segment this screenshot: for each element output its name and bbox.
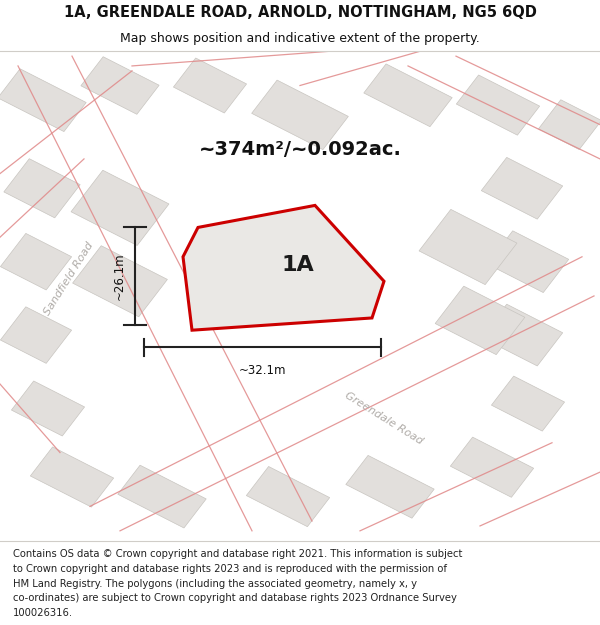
Polygon shape	[481, 304, 563, 366]
Polygon shape	[419, 209, 517, 284]
Polygon shape	[11, 381, 85, 436]
Polygon shape	[1, 233, 71, 290]
Text: to Crown copyright and database rights 2023 and is reproduced with the permissio: to Crown copyright and database rights 2…	[13, 564, 447, 574]
Text: ~32.1m: ~32.1m	[239, 364, 286, 378]
Polygon shape	[487, 231, 569, 292]
Polygon shape	[451, 437, 533, 498]
Text: Map shows position and indicative extent of the property.: Map shows position and indicative extent…	[120, 32, 480, 45]
Text: Sandfield Road: Sandfield Road	[43, 241, 95, 317]
Polygon shape	[4, 159, 80, 218]
Polygon shape	[81, 57, 159, 114]
Polygon shape	[539, 100, 600, 149]
Polygon shape	[73, 246, 167, 317]
Text: Contains OS data © Crown copyright and database right 2021. This information is : Contains OS data © Crown copyright and d…	[13, 549, 463, 559]
Polygon shape	[346, 456, 434, 518]
Text: 1A, GREENDALE ROAD, ARNOLD, NOTTINGHAM, NG5 6QD: 1A, GREENDALE ROAD, ARNOLD, NOTTINGHAM, …	[64, 5, 536, 20]
Polygon shape	[481, 158, 563, 219]
Polygon shape	[1, 307, 71, 363]
Text: co-ordinates) are subject to Crown copyright and database rights 2023 Ordnance S: co-ordinates) are subject to Crown copyr…	[13, 593, 457, 603]
Text: Greendale Road: Greendale Road	[343, 390, 425, 446]
Polygon shape	[31, 447, 113, 507]
Polygon shape	[457, 75, 539, 135]
Polygon shape	[364, 64, 452, 127]
Polygon shape	[173, 58, 247, 113]
Polygon shape	[183, 206, 384, 330]
Polygon shape	[71, 170, 169, 246]
Polygon shape	[247, 466, 329, 527]
Text: HM Land Registry. The polygons (including the associated geometry, namely x, y: HM Land Registry. The polygons (includin…	[13, 579, 417, 589]
Polygon shape	[251, 80, 349, 149]
Polygon shape	[435, 286, 525, 354]
Text: ~26.1m: ~26.1m	[113, 253, 126, 300]
Text: 100026316.: 100026316.	[13, 608, 73, 618]
Polygon shape	[118, 465, 206, 528]
Polygon shape	[0, 69, 86, 132]
Polygon shape	[491, 376, 565, 431]
Text: 1A: 1A	[281, 255, 314, 275]
Text: ~374m²/~0.092ac.: ~374m²/~0.092ac.	[199, 139, 401, 159]
